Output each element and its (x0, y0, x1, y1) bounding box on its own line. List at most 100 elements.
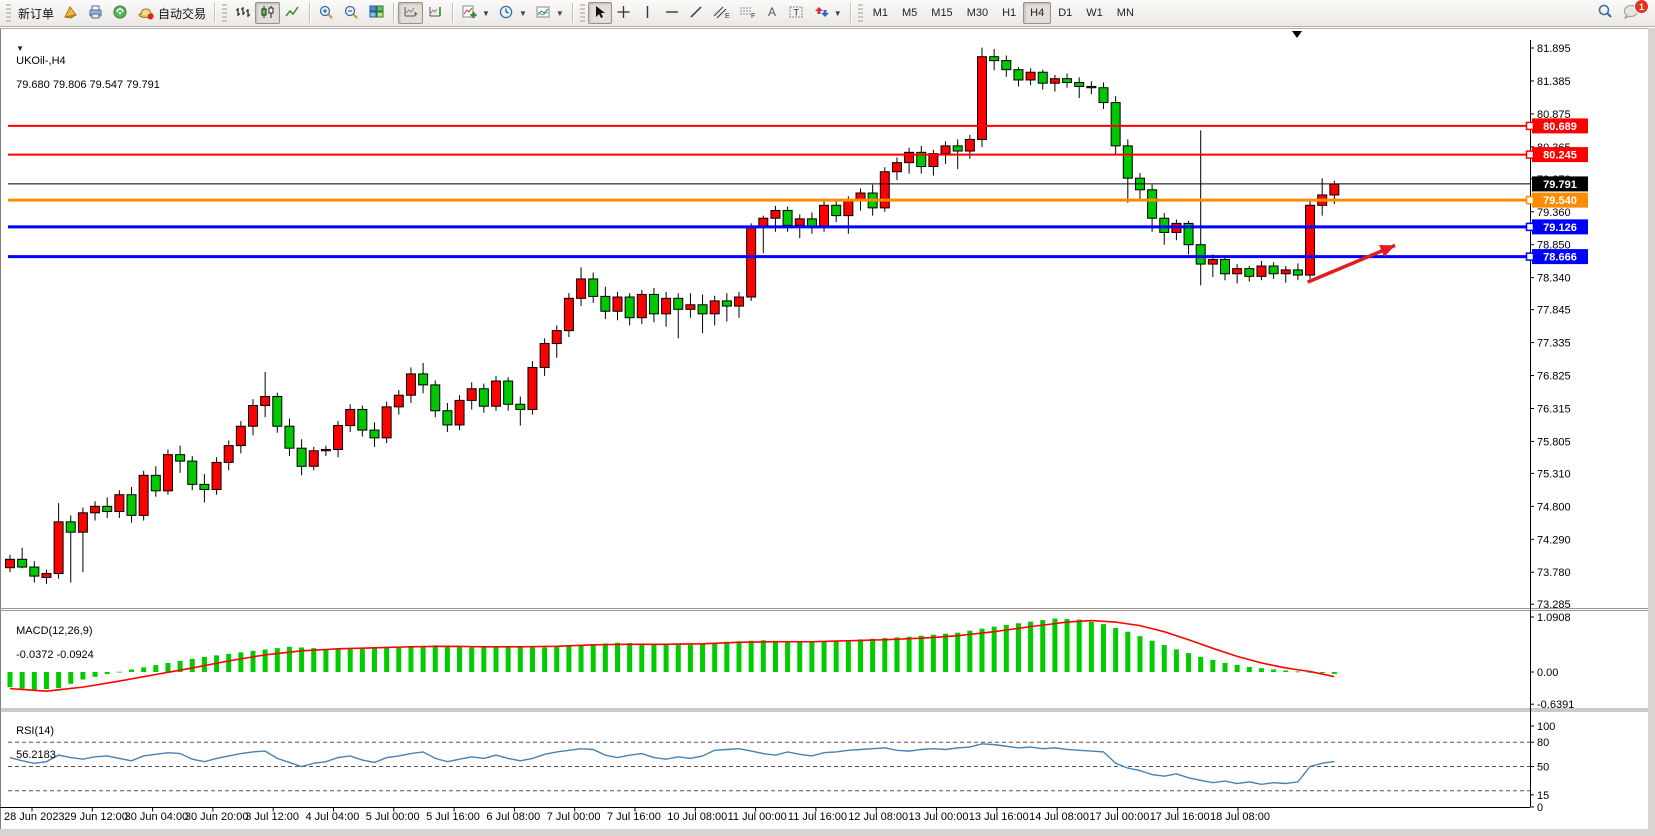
text-label-icon: T (788, 4, 805, 23)
svg-text:A: A (768, 5, 776, 19)
bar-chart-button[interactable] (230, 2, 255, 24)
auto-scroll-button[interactable] (398, 2, 424, 24)
chart-shift-button[interactable] (423, 2, 448, 24)
metaeditor-button[interactable] (58, 2, 83, 24)
templates-button[interactable]: ▼ (531, 2, 568, 24)
svg-text:80.875: 80.875 (1537, 109, 1571, 121)
indicators-button[interactable]: ▼ (457, 2, 494, 24)
print-button[interactable] (83, 2, 108, 24)
svg-text:18 Jul 08:00: 18 Jul 08:00 (1210, 811, 1270, 823)
svg-text:76.825: 76.825 (1537, 371, 1571, 383)
price-level-badge: 80.245 (1525, 147, 1588, 163)
notifications-button[interactable]: 1 (1618, 0, 1649, 24)
new-order-button[interactable]: 新订单 (14, 2, 58, 24)
line-chart-button[interactable] (280, 2, 305, 24)
svg-text:0: 0 (1537, 802, 1543, 814)
toolbar-grip[interactable] (579, 4, 585, 22)
svg-text:77.845: 77.845 (1537, 305, 1571, 317)
horizontal-line-button[interactable] (660, 2, 684, 24)
svg-text:78.850: 78.850 (1537, 240, 1571, 252)
printer-icon (87, 4, 104, 23)
timeframe-button-mn[interactable]: MN (1116, 7, 1134, 19)
tile-windows-icon (368, 4, 385, 23)
zoom-in-button[interactable] (314, 2, 339, 24)
candlestick-chart-button[interactable] (255, 2, 281, 24)
clock-icon (498, 4, 515, 23)
timeframe-button-w1[interactable]: W1 (1086, 7, 1103, 19)
svg-text:6 Jul 08:00: 6 Jul 08:00 (486, 811, 540, 823)
zoom-out-button[interactable] (339, 2, 364, 24)
svg-text:74.290: 74.290 (1537, 534, 1571, 546)
autotrading-button[interactable]: 自动交易 (133, 2, 210, 24)
new-order-label: 新订单 (18, 6, 55, 21)
notification-count-badge: 1 (1634, 0, 1649, 14)
toolbar-grip[interactable] (222, 4, 228, 22)
text-label-button[interactable]: T (784, 2, 809, 24)
svg-text:7 Jul 16:00: 7 Jul 16:00 (607, 811, 661, 823)
svg-text:79.126: 79.126 (1543, 222, 1577, 234)
svg-text:75.805: 75.805 (1537, 436, 1571, 448)
trendline-button[interactable] (684, 2, 708, 24)
fibonacci-button[interactable]: F (734, 2, 760, 24)
price-axis[interactable]: 81.89581.38580.87580.36579.87079.36078.8… (1525, 43, 1589, 814)
chart-dropdown-icon[interactable]: ▼ (16, 44, 25, 53)
svg-text:10 Jul 08:00: 10 Jul 08:00 (667, 811, 727, 823)
svg-text:17 Jul 16:00: 17 Jul 16:00 (1150, 811, 1210, 823)
search-button[interactable] (1592, 2, 1618, 24)
svg-text:-0.6391: -0.6391 (1537, 699, 1574, 711)
svg-text:30 Jun 04:00: 30 Jun 04:00 (125, 811, 189, 823)
chart-shift-marker[interactable] (1292, 31, 1302, 38)
cursor-arrow-icon (592, 4, 607, 23)
tile-windows-button[interactable] (364, 2, 389, 24)
macd-indicator-label: MACD(12,26,9) -0.0372 -0.0924 (10, 613, 94, 661)
window-right-edge (1648, 28, 1655, 836)
timeframe-button-m30[interactable]: M30 (966, 7, 989, 19)
equidistant-channel-button[interactable]: E (708, 2, 734, 24)
timeframe-button-d1[interactable]: D1 (1058, 7, 1073, 19)
search-icon (1596, 3, 1614, 23)
svg-text:80.245: 80.245 (1543, 150, 1577, 162)
arrows-button[interactable]: ▼ (809, 2, 846, 24)
svg-text:79.360: 79.360 (1537, 207, 1571, 219)
rsi-value: 56.2183 (16, 749, 56, 761)
timeframe-button-m15[interactable]: M15 (931, 7, 953, 19)
svg-text:13 Jul 16:00: 13 Jul 16:00 (969, 811, 1029, 823)
signals-button[interactable] (108, 2, 133, 24)
vertical-line-button[interactable] (636, 2, 660, 24)
indicators-add-icon (461, 4, 478, 23)
crosshair-button[interactable] (612, 2, 636, 24)
timeframe-button-m5[interactable]: M5 (902, 7, 918, 19)
svg-text:73.780: 73.780 (1537, 567, 1571, 579)
svg-text:80.689: 80.689 (1543, 121, 1577, 133)
zoom-in-icon (318, 4, 335, 23)
line-chart-icon (284, 4, 301, 23)
price-level-badge: 79.126 (1525, 219, 1588, 235)
toolbar-separator (571, 3, 573, 23)
periods-button[interactable]: ▼ (494, 2, 531, 24)
template-chart-icon (535, 4, 552, 23)
trend-arrow-annotation[interactable] (1306, 243, 1396, 284)
svg-text:81.895: 81.895 (1537, 43, 1571, 55)
timeframe-button-m1[interactable]: M1 (872, 7, 888, 19)
price-level-badge: 78.666 (1525, 249, 1588, 265)
svg-text:E: E (725, 13, 730, 20)
text-button[interactable]: A (760, 2, 784, 24)
svg-text:3 Jul 12:00: 3 Jul 12:00 (245, 811, 299, 823)
timeframe-button-h4[interactable]: H4 (1023, 2, 1052, 24)
chart-ohlc-values: 79.680 79.806 79.547 79.791 (16, 79, 160, 91)
timeframe-button-h1[interactable]: H1 (1002, 7, 1017, 19)
macd-signal-line (9, 619, 1335, 692)
cursor-button[interactable] (587, 2, 612, 24)
toolbar-grip[interactable] (6, 4, 11, 22)
svg-text:78.340: 78.340 (1537, 273, 1571, 285)
window-bottom-edge (0, 829, 1655, 836)
svg-text:4 Jul 04:00: 4 Jul 04:00 (306, 811, 360, 823)
chart-plot-area[interactable] (8, 40, 1530, 608)
toolbar-separator (849, 3, 851, 23)
rsi-line (9, 743, 1335, 786)
autotrading-hat-icon (137, 4, 155, 23)
dropdown-caret-icon: ▼ (482, 8, 490, 18)
toolbar-grip[interactable] (857, 4, 863, 22)
svg-text:76.315: 76.315 (1537, 403, 1571, 415)
